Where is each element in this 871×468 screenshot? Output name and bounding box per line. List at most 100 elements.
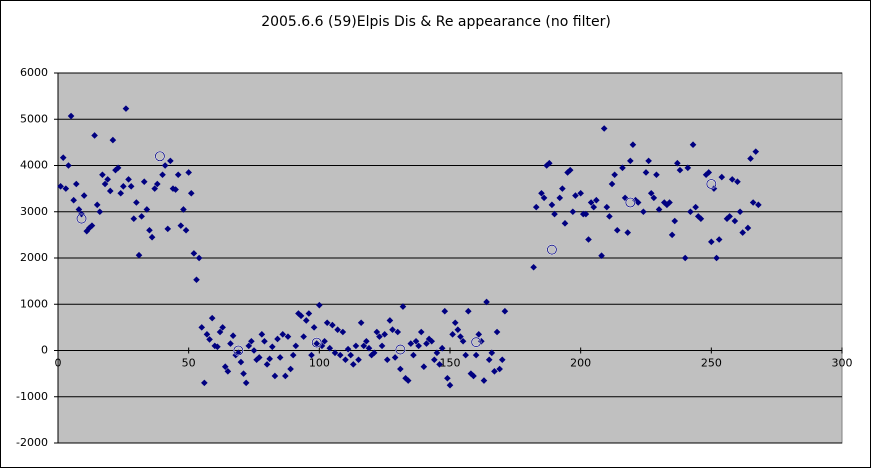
point xyxy=(718,173,726,181)
point xyxy=(433,349,441,357)
point xyxy=(125,176,132,183)
point xyxy=(224,368,232,375)
point xyxy=(749,199,757,206)
point xyxy=(606,213,613,220)
point xyxy=(582,210,590,218)
point xyxy=(752,148,760,155)
y-tick-label: -2000 xyxy=(16,436,48,449)
point xyxy=(258,331,266,338)
point xyxy=(177,222,185,229)
point xyxy=(67,112,75,120)
point xyxy=(376,333,383,340)
point xyxy=(130,215,138,222)
point xyxy=(284,333,292,340)
point xyxy=(470,372,477,380)
point xyxy=(559,185,566,192)
point xyxy=(255,354,263,361)
point xyxy=(715,236,723,243)
point xyxy=(747,155,754,162)
point xyxy=(313,340,321,347)
point xyxy=(363,337,370,345)
point xyxy=(705,169,713,176)
point xyxy=(101,180,109,188)
point xyxy=(728,176,736,183)
x-tick-label: 0 xyxy=(55,357,62,370)
point xyxy=(133,199,140,206)
point xyxy=(540,194,548,202)
point xyxy=(653,171,660,179)
point xyxy=(496,365,503,373)
point xyxy=(164,225,172,233)
point xyxy=(681,254,689,262)
point xyxy=(381,331,388,338)
point xyxy=(65,162,72,169)
point xyxy=(397,365,404,373)
point xyxy=(80,192,88,199)
point xyxy=(668,231,676,239)
point xyxy=(383,356,391,364)
point xyxy=(114,164,122,172)
point xyxy=(627,157,634,165)
point xyxy=(491,368,498,375)
point xyxy=(292,342,300,350)
point xyxy=(674,159,681,167)
point xyxy=(172,186,179,193)
point xyxy=(501,307,509,315)
point-outline xyxy=(155,151,165,162)
point xyxy=(214,343,221,351)
point-outline xyxy=(706,179,717,189)
point xyxy=(647,189,655,197)
point xyxy=(276,354,284,361)
point xyxy=(211,342,219,350)
point xyxy=(104,176,111,183)
point xyxy=(99,171,106,179)
x-tick-label: 200 xyxy=(570,357,591,370)
point xyxy=(444,374,451,382)
point xyxy=(726,213,733,220)
point xyxy=(373,328,381,336)
point xyxy=(75,206,83,213)
point xyxy=(193,276,200,284)
point xyxy=(365,344,373,352)
point xyxy=(660,199,668,206)
point xyxy=(642,169,650,176)
point xyxy=(308,351,315,359)
point xyxy=(143,206,151,213)
point xyxy=(569,208,577,216)
point xyxy=(577,189,584,197)
point xyxy=(159,171,166,179)
point xyxy=(572,192,579,199)
point xyxy=(208,314,216,322)
point xyxy=(174,171,182,179)
point xyxy=(428,337,436,345)
point-outline xyxy=(233,345,244,356)
point xyxy=(394,328,402,336)
point xyxy=(198,324,206,331)
point xyxy=(438,344,446,352)
point xyxy=(488,349,496,357)
point xyxy=(483,298,490,306)
x-tick-label: 100 xyxy=(309,357,330,370)
point xyxy=(378,342,386,350)
point xyxy=(59,154,67,161)
point xyxy=(731,217,739,225)
point xyxy=(245,342,253,350)
point xyxy=(611,171,618,179)
point xyxy=(603,203,611,211)
point xyxy=(457,333,464,340)
y-tick-label: -1000 xyxy=(16,390,48,403)
point xyxy=(117,189,125,197)
point xyxy=(70,196,77,204)
point xyxy=(305,310,313,317)
point-outline xyxy=(471,337,482,348)
point xyxy=(274,335,281,343)
point xyxy=(370,349,378,357)
point xyxy=(551,210,558,218)
point xyxy=(532,203,540,211)
point xyxy=(744,224,752,232)
point xyxy=(120,183,127,190)
point xyxy=(206,336,213,343)
point xyxy=(666,199,673,206)
point xyxy=(708,238,715,246)
